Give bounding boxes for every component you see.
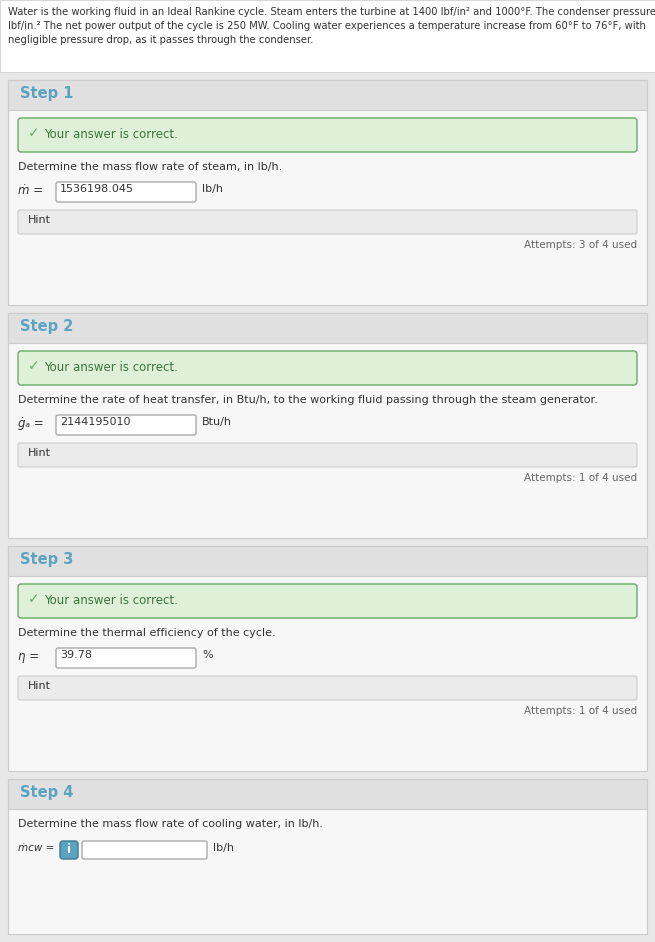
Text: 2144195010: 2144195010 xyxy=(60,417,130,427)
Text: ✓: ✓ xyxy=(28,359,39,373)
Text: ✓: ✓ xyxy=(28,126,39,140)
Bar xyxy=(8,313,647,538)
Bar xyxy=(8,779,647,809)
Text: Step 2: Step 2 xyxy=(20,319,73,334)
Bar xyxy=(8,546,647,576)
Text: Water is the working fluid in an Ideal Rankine cycle. Steam enters the turbine a: Water is the working fluid in an Ideal R… xyxy=(8,7,655,17)
Text: Determine the mass flow rate of steam, in lb/h.: Determine the mass flow rate of steam, i… xyxy=(18,162,282,172)
Text: 39.78: 39.78 xyxy=(60,650,92,660)
Text: ṁ =: ṁ = xyxy=(18,184,43,197)
Text: Your answer is correct.: Your answer is correct. xyxy=(44,128,178,141)
Text: Hint: Hint xyxy=(28,681,51,691)
FancyBboxPatch shape xyxy=(18,676,637,700)
Text: Attempts: 3 of 4 used: Attempts: 3 of 4 used xyxy=(524,240,637,250)
Bar xyxy=(0,0,655,72)
Text: Step 1: Step 1 xyxy=(20,86,73,101)
FancyBboxPatch shape xyxy=(18,210,637,234)
Text: ṁᴄᴡ =: ṁᴄᴡ = xyxy=(18,843,54,853)
FancyBboxPatch shape xyxy=(56,648,196,668)
Bar xyxy=(8,546,647,771)
FancyBboxPatch shape xyxy=(60,841,78,859)
Text: Hint: Hint xyxy=(28,448,51,458)
FancyBboxPatch shape xyxy=(56,415,196,435)
Text: η =: η = xyxy=(18,650,39,663)
Text: negligible pressure drop, as it passes through the condenser.: negligible pressure drop, as it passes t… xyxy=(8,35,314,45)
FancyBboxPatch shape xyxy=(82,841,207,859)
Text: Attempts: 1 of 4 used: Attempts: 1 of 4 used xyxy=(524,473,637,483)
Text: lb/h: lb/h xyxy=(202,184,223,194)
Text: ġₐ =: ġₐ = xyxy=(18,417,44,430)
Text: Your answer is correct.: Your answer is correct. xyxy=(44,361,178,374)
Text: %: % xyxy=(202,650,213,660)
Text: Step 4: Step 4 xyxy=(20,785,73,800)
Text: Your answer is correct.: Your answer is correct. xyxy=(44,594,178,607)
Text: Attempts: 1 of 4 used: Attempts: 1 of 4 used xyxy=(524,706,637,716)
FancyBboxPatch shape xyxy=(18,443,637,467)
Text: lb/h: lb/h xyxy=(213,843,234,853)
Text: ✓: ✓ xyxy=(28,592,39,606)
FancyBboxPatch shape xyxy=(56,182,196,202)
Text: Hint: Hint xyxy=(28,215,51,225)
Bar xyxy=(8,313,647,343)
Bar xyxy=(8,779,647,934)
Text: Determine the rate of heat transfer, in Btu/h, to the working fluid passing thro: Determine the rate of heat transfer, in … xyxy=(18,395,598,405)
FancyBboxPatch shape xyxy=(18,351,637,385)
Text: Determine the mass flow rate of cooling water, in lb/h.: Determine the mass flow rate of cooling … xyxy=(18,819,323,829)
Text: Step 3: Step 3 xyxy=(20,552,73,567)
Bar xyxy=(8,80,647,110)
Text: Btu/h: Btu/h xyxy=(202,417,232,427)
Bar xyxy=(8,80,647,305)
Text: i: i xyxy=(67,843,71,856)
FancyBboxPatch shape xyxy=(18,584,637,618)
Text: lbf/in.² The net power output of the cycle is 250 MW. Cooling water experiences : lbf/in.² The net power output of the cyc… xyxy=(8,21,646,31)
Text: Determine the thermal efficiency of the cycle.: Determine the thermal efficiency of the … xyxy=(18,628,276,638)
FancyBboxPatch shape xyxy=(18,118,637,152)
Text: 1536198.045: 1536198.045 xyxy=(60,184,134,194)
